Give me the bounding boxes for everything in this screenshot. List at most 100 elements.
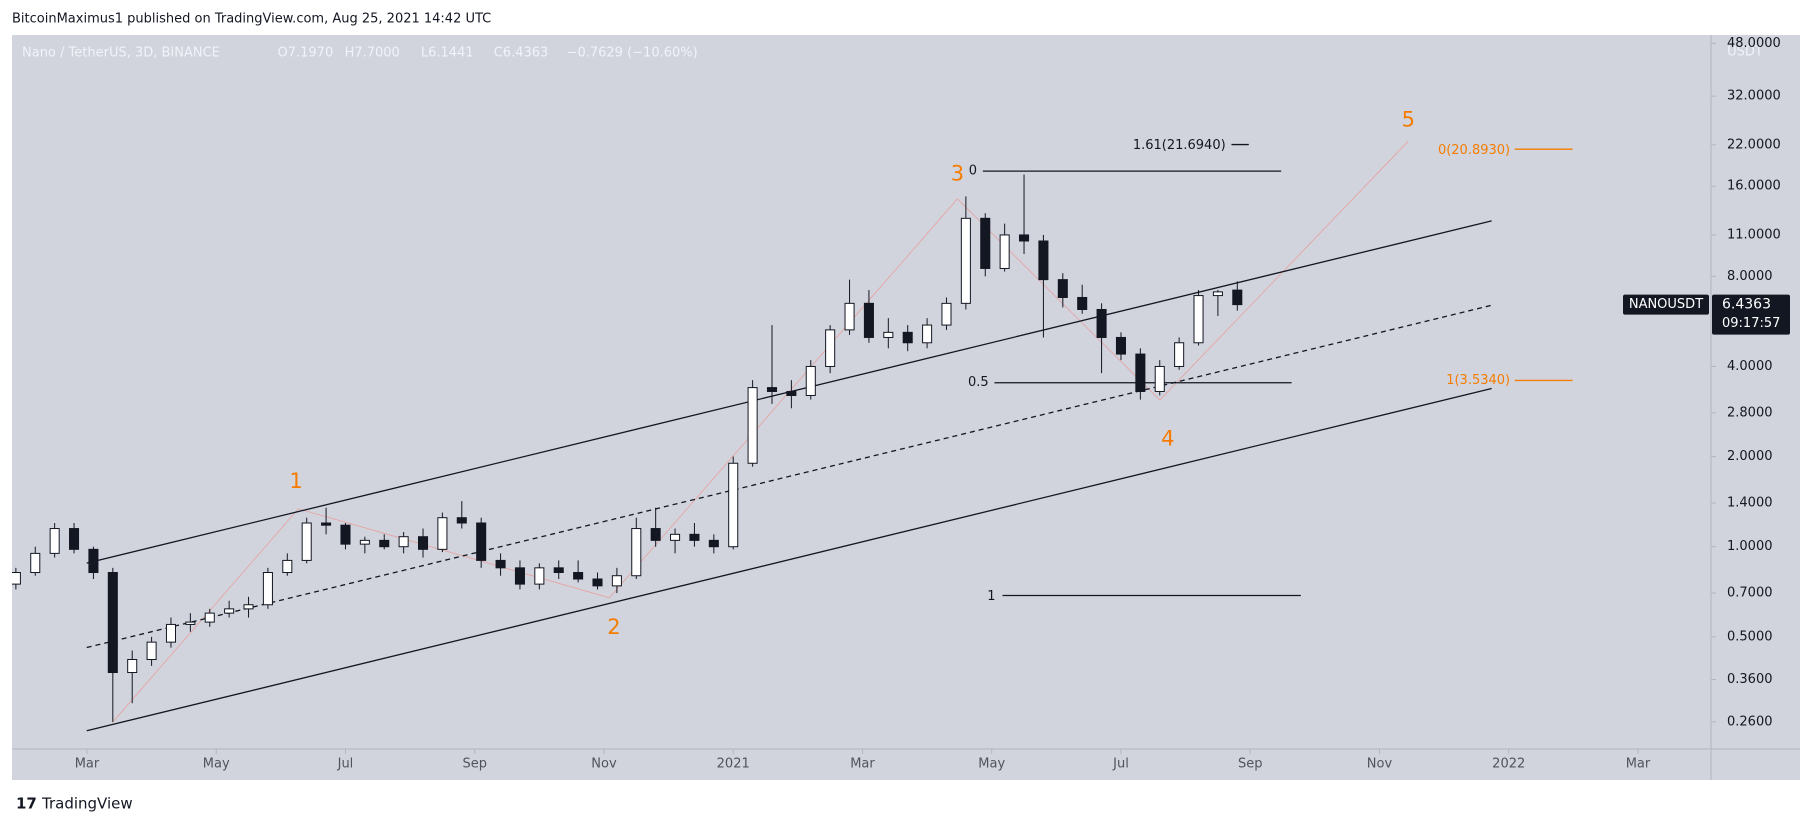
brand-name: TradingView (41, 795, 133, 813)
x-tick-label: Mar (1626, 757, 1651, 772)
candle-body (165, 623, 177, 643)
candle-body (204, 612, 215, 623)
candle-body (1193, 295, 1204, 344)
y-tick-label: 22.0000 (1727, 137, 1781, 152)
candle-body (553, 567, 564, 574)
candle-body (1154, 365, 1165, 392)
price-label: 6.4363 (1722, 297, 1771, 313)
candle-body (1077, 296, 1088, 310)
y-tick-label: 32.0000 (1727, 89, 1781, 104)
candle-body (88, 548, 99, 574)
candle-body (786, 390, 797, 396)
candle-body (340, 524, 351, 545)
x-tick-label: Sep (462, 757, 487, 772)
candle-body (321, 522, 332, 526)
countdown-label: 09:17:57 (1722, 316, 1780, 331)
y-tick-label: 0.7000 (1727, 586, 1773, 601)
candle-body (495, 559, 506, 569)
candle-body (960, 217, 971, 304)
x-tick-label: Nov (591, 757, 617, 772)
legend-value: L6.1441 (421, 46, 474, 61)
x-tick-label: Nov (1367, 757, 1393, 772)
y-axis: 0.2600 0.3600 0.5000 0.7000 1.0000 1.4000 2.00… (1711, 36, 1781, 729)
candle-body (708, 539, 719, 548)
candle-body (49, 528, 60, 554)
y-tick-label: 16.0000 (1727, 179, 1781, 194)
ticker-tag (1623, 294, 1709, 315)
candle-body (573, 572, 584, 580)
price-tag (1712, 294, 1790, 335)
x-tick-label: 2021 (717, 757, 750, 772)
candle-body (728, 462, 739, 548)
candle-body (883, 331, 894, 338)
candle-body (844, 302, 855, 331)
x-tick-label: Jul (1112, 757, 1129, 772)
axis-unit: USDT (1727, 45, 1763, 60)
wave-path (111, 140, 1409, 723)
candle-body (863, 302, 874, 338)
candle-body (825, 329, 836, 367)
candle-body (1057, 279, 1068, 298)
candle-body (980, 217, 991, 269)
legend-value: −0.7629 (−10.60%) (567, 46, 698, 61)
candle-body (1096, 308, 1107, 338)
x-tick-label: Jul (337, 757, 354, 772)
candle-body (185, 621, 196, 625)
candle-body (107, 572, 118, 674)
candle-body (670, 533, 681, 541)
candle-body (1135, 353, 1146, 392)
x-tick-label: Mar (850, 757, 875, 772)
candle-body (534, 567, 545, 585)
candle-body (301, 522, 312, 561)
ticker-label: NANOUSDT (1629, 297, 1703, 312)
candle-body (631, 528, 642, 577)
x-tick-label: Mar (75, 757, 100, 772)
candle-body (747, 387, 758, 464)
fib-label: 0 (969, 164, 977, 179)
wave-label: 4 (1161, 426, 1174, 450)
legend-value: O7.1970 (278, 46, 334, 61)
y-tick-label: 11.0000 (1727, 227, 1781, 242)
y-tick-label: 1.4000 (1727, 495, 1773, 510)
candle-body (262, 572, 273, 606)
y-tick-label: 2.0000 (1727, 449, 1773, 464)
candle-body (1232, 289, 1243, 306)
y-tick-label: 0.5000 (1727, 629, 1773, 644)
fib-label: 1 (987, 589, 995, 604)
candle-body (379, 539, 390, 548)
drawing-line (86, 304, 1492, 649)
candle-body (30, 552, 41, 574)
candle-body (805, 365, 816, 396)
candle-body (417, 536, 429, 550)
candle-body (1115, 336, 1126, 355)
candle-body (12, 572, 21, 585)
brand: 17 TradingView (16, 795, 133, 813)
candle-body (1019, 234, 1030, 242)
candle-body (359, 539, 370, 545)
candle-body (437, 517, 448, 550)
candle-body (689, 533, 700, 541)
candle-body (243, 604, 254, 610)
candle-body (514, 567, 525, 585)
candle-body (592, 578, 603, 587)
x-tick-label: Sep (1238, 757, 1263, 772)
x-tick-label: May (203, 757, 230, 772)
y-tick-label: 4.0000 (1727, 359, 1773, 374)
fib-label: 1(3.5340) (1446, 373, 1510, 388)
candle-body (1038, 240, 1049, 281)
wave-label: 5 (1402, 107, 1415, 131)
y-tick-label: 48.0000 (1727, 36, 1781, 51)
wave-label: 2 (607, 615, 620, 639)
wave-label: 1 (289, 469, 302, 493)
plot (12, 140, 1573, 732)
brand-logo: 17 (16, 795, 37, 813)
fib-label: 1.61(21.6940) (1133, 138, 1226, 153)
wave-label: 3 (951, 162, 964, 186)
candle-body (1212, 291, 1223, 297)
candle-body (282, 559, 293, 574)
legend-value: C6.4363 (494, 46, 549, 61)
fib-label: 0(20.8930) (1438, 143, 1510, 158)
y-tick-label: 2.8000 (1727, 405, 1773, 420)
x-tick-label: May (978, 757, 1005, 772)
candle-body (941, 302, 952, 326)
